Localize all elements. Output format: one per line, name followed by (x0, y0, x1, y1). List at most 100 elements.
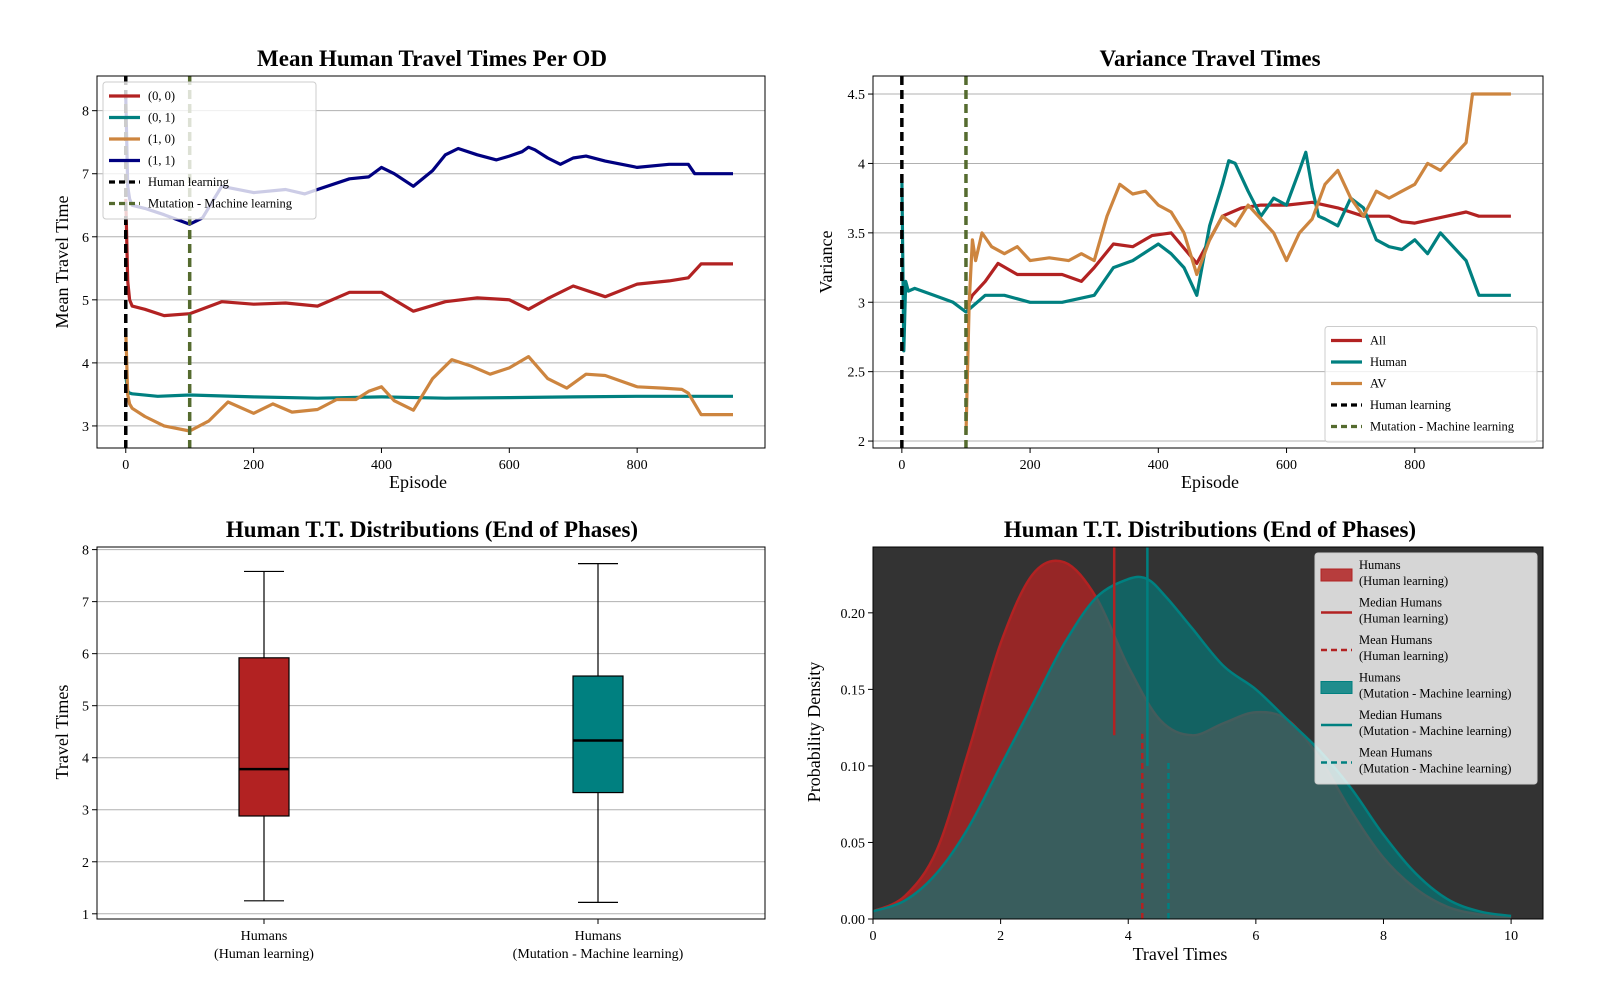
series-group (900, 76, 1511, 448)
x-axis-label: Episode (1181, 472, 1239, 492)
x-tick-label: 2 (997, 929, 1004, 944)
y-tick-label: 5 (82, 700, 89, 715)
y-tick-label: 1 (82, 908, 89, 923)
legend-label: (Human learning) (1359, 612, 1448, 626)
density-area-1 (873, 576, 1512, 919)
y-tick-label: 4 (82, 752, 89, 767)
series-line-av (964, 92, 1511, 435)
x-tick-label: 800 (1404, 458, 1425, 473)
legend-label: AV (1370, 377, 1386, 391)
y-tick-label: 6 (82, 648, 89, 663)
x-tick-label: Humans (241, 929, 288, 944)
x-axis-label: Travel Times (1133, 944, 1228, 964)
y-tick-label: 3 (82, 420, 89, 435)
legend-label: Human learning (148, 175, 230, 189)
chart-title: Human T.T. Distributions (End of Phases) (226, 517, 638, 542)
legend-label: (Mutation - Machine learning) (1359, 762, 1511, 776)
legend-swatch (1320, 681, 1353, 694)
legend-label: Humans (1359, 558, 1401, 572)
y-tick-label: 2 (82, 856, 89, 871)
y-tick-label: 5 (82, 294, 89, 309)
series-line--0-0- (124, 198, 733, 318)
legend-label: Mean Humans (1359, 746, 1432, 760)
legend-label: Median Humans (1359, 596, 1442, 610)
legend-label: (Human learning) (1359, 574, 1448, 588)
x-tick-label: 600 (499, 458, 520, 473)
y-axis-label: Probability Density (804, 662, 824, 803)
x-tick-label: 800 (627, 458, 648, 473)
legend-label: (Mutation - Machine learning) (1359, 724, 1511, 738)
legend-box (1314, 552, 1538, 785)
panel-boxplot: Human T.T. Distributions (End of Phases)… (52, 517, 766, 962)
y-axis-label: Mean Travel Time (52, 195, 72, 328)
y-tick-label: 4 (858, 157, 865, 172)
series-line--1-0- (124, 331, 733, 433)
y-tick-label: 0.10 (841, 760, 866, 775)
legend-label: (0, 1) (148, 111, 175, 125)
legend-label: Mutation - Machine learning (148, 197, 293, 211)
legend-label: All (1370, 334, 1387, 348)
x-axis-label: Episode (389, 472, 447, 492)
legend-label: Mean Humans (1359, 633, 1432, 647)
y-tick-label: 3 (82, 804, 89, 819)
y-tick-label: 0.05 (841, 836, 866, 851)
x-tick-label: 200 (1020, 458, 1041, 473)
y-tick-label: 2 (858, 435, 865, 450)
y-tick-label: 2.5 (848, 366, 866, 381)
y-tick-label: 6 (82, 231, 89, 246)
plot-frame (96, 546, 766, 920)
y-tick-label: 8 (82, 544, 89, 559)
y-tick-label: 4 (82, 357, 89, 372)
y-axis-label: Travel Times (52, 685, 72, 780)
legend-label: (Human learning) (1359, 649, 1448, 663)
y-tick-label: 7 (82, 596, 89, 611)
y-tick-label: 0.20 (841, 607, 866, 622)
series-line--0-1- (124, 375, 733, 400)
legend-box (102, 81, 317, 220)
x-tick-label: 400 (1148, 458, 1169, 473)
chart-title: Mean Human Travel Times Per OD (257, 46, 607, 71)
x-tick-label: (Mutation - Machine learning) (513, 947, 684, 962)
plot-frame (872, 75, 1544, 449)
y-tick-label: 7 (82, 168, 89, 183)
legend-label: (1, 1) (148, 154, 175, 168)
legend-label: (1, 0) (148, 132, 175, 146)
box-iqr (238, 657, 290, 817)
legend-label: Mutation - Machine learning (1370, 420, 1515, 434)
y-tick-label: 0.00 (841, 913, 866, 928)
x-tick-label: 0 (122, 458, 129, 473)
y-axis-label: Variance (816, 231, 836, 294)
x-tick-label: 4 (1125, 929, 1132, 944)
plot-frame (96, 75, 766, 449)
y-tick-label: 3 (858, 296, 865, 311)
chart-title: Human T.T. Distributions (End of Phases) (1004, 517, 1416, 542)
box-iqr (572, 675, 624, 794)
x-tick-label: 8 (1380, 929, 1387, 944)
x-tick-label: Humans (575, 929, 622, 944)
panel-density: Human T.T. Distributions (End of Phases)… (804, 517, 1544, 964)
series-line-human (900, 150, 1511, 353)
density-outline-1 (872, 575, 1512, 918)
x-tick-label: 200 (243, 458, 264, 473)
legend-swatch (1320, 568, 1353, 582)
y-tick-label: 0.15 (841, 683, 866, 698)
x-tick-label: 0 (870, 929, 877, 944)
x-tick-label: (Human learning) (214, 947, 314, 962)
legend-box (1324, 326, 1538, 443)
y-tick-label: 4.5 (848, 88, 866, 103)
x-tick-label: 0 (898, 458, 905, 473)
x-tick-label: 400 (371, 458, 392, 473)
panel-variance-travel-times: Variance Travel Times 2 2.5 3 3.5 4 4.5 0 200 40… (816, 46, 1544, 492)
x-tick-label: 10 (1504, 929, 1518, 944)
legend-label: Humans (1359, 671, 1401, 685)
legend-label: Human (1370, 355, 1408, 369)
x-tick-label: 600 (1276, 458, 1297, 473)
series-line--1-1- (124, 98, 733, 226)
panel-mean-travel-times: Mean Human Travel Times Per OD 3 4 5 6 7 8 0 20… (52, 46, 766, 492)
y-tick-label: 8 (82, 105, 89, 120)
y-tick-label: 3.5 (848, 227, 866, 242)
legend-label: Human learning (1370, 398, 1452, 412)
legend-label: (0, 0) (148, 89, 175, 103)
x-tick-label: 6 (1252, 929, 1259, 944)
